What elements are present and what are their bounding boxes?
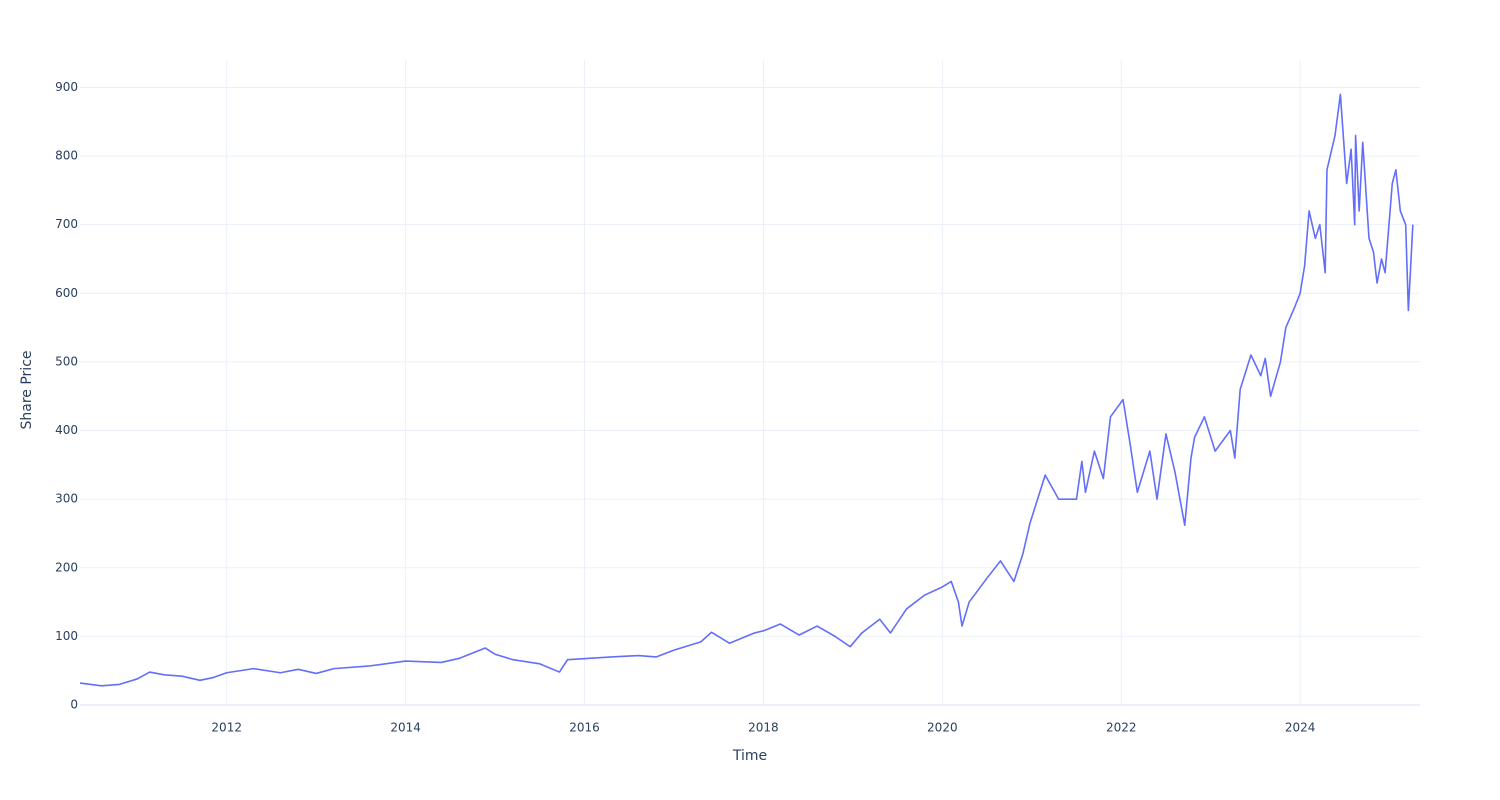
y-tick-label: 0 (70, 698, 78, 712)
x-tick-label: 2012 (211, 721, 242, 735)
y-tick-label: 100 (55, 629, 78, 643)
x-tick-label: 2022 (1106, 721, 1137, 735)
y-tick-label: 200 (55, 560, 78, 574)
x-tick-label: 2020 (927, 721, 958, 735)
x-tick-label: 2024 (1285, 721, 1316, 735)
y-tick-label: 800 (55, 149, 78, 163)
x-tick-label: 2016 (569, 721, 600, 735)
x-axis-title: Time (732, 748, 767, 764)
x-tick-label: 2018 (748, 721, 779, 735)
y-tick-label: 900 (55, 80, 78, 94)
y-tick-label: 400 (55, 423, 78, 437)
y-tick-label: 700 (55, 217, 78, 231)
price-line (79, 93, 1414, 687)
y-tick-label: 600 (55, 286, 78, 300)
y-tick-label: 500 (55, 354, 78, 368)
y-axis-title: Share Price (19, 350, 35, 429)
x-tick-label: 2014 (390, 721, 421, 735)
y-tick-label: 300 (55, 492, 78, 506)
